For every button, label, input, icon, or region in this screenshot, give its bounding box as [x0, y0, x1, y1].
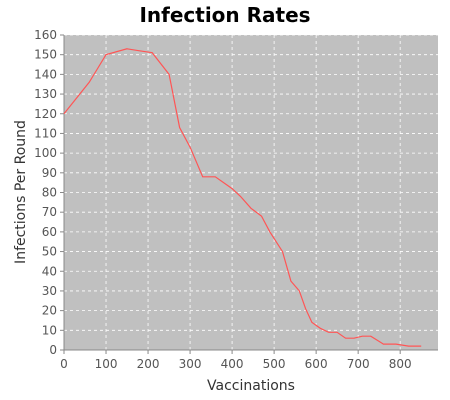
y-tick-label: 130 — [34, 87, 57, 101]
y-tick-label: 90 — [42, 166, 57, 180]
y-tick-label: 0 — [49, 343, 57, 357]
y-axis-label: Infections Per Round — [13, 120, 29, 264]
y-tick-label: 120 — [34, 107, 57, 121]
series-line — [63, 48, 422, 347]
x-tick-label: 600 — [305, 357, 328, 371]
x-tick-label: 500 — [263, 357, 286, 371]
y-tick-label: 110 — [34, 126, 57, 140]
y-tick-label: 20 — [42, 304, 57, 318]
y-tick-label: 100 — [34, 146, 57, 160]
x-tick-label: 100 — [95, 357, 118, 371]
y-tick-label: 50 — [42, 245, 57, 259]
y-tick-label: 30 — [42, 284, 57, 298]
y-tick-label: 10 — [42, 323, 57, 337]
x-tick-label: 0 — [60, 357, 68, 371]
x-tick-label: 700 — [347, 357, 370, 371]
x-axis-label: Vaccinations — [207, 378, 295, 394]
y-tick-label: 60 — [42, 225, 57, 239]
y-tick-label: 160 — [34, 28, 57, 42]
x-axis-ticks: 0 100 200 300 400 500 600 700 800 — [60, 350, 412, 371]
grid-lines — [63, 34, 438, 351]
x-tick-label: 200 — [137, 357, 160, 371]
y-tick-label: 80 — [42, 186, 57, 200]
x-tick-label: 400 — [221, 357, 244, 371]
y-tick-label: 40 — [42, 264, 57, 278]
y-axis-ticks: 0 10 20 30 40 50 60 70 80 90 100 110 120 130 140 150 160 — [34, 28, 64, 357]
x-tick-label: 300 — [179, 357, 202, 371]
y-tick-label: 70 — [42, 205, 57, 219]
y-tick-label: 140 — [34, 67, 57, 81]
chart-title: Infection Rates — [139, 3, 310, 27]
y-tick-label: 150 — [34, 48, 57, 62]
x-tick-label: 800 — [389, 357, 412, 371]
